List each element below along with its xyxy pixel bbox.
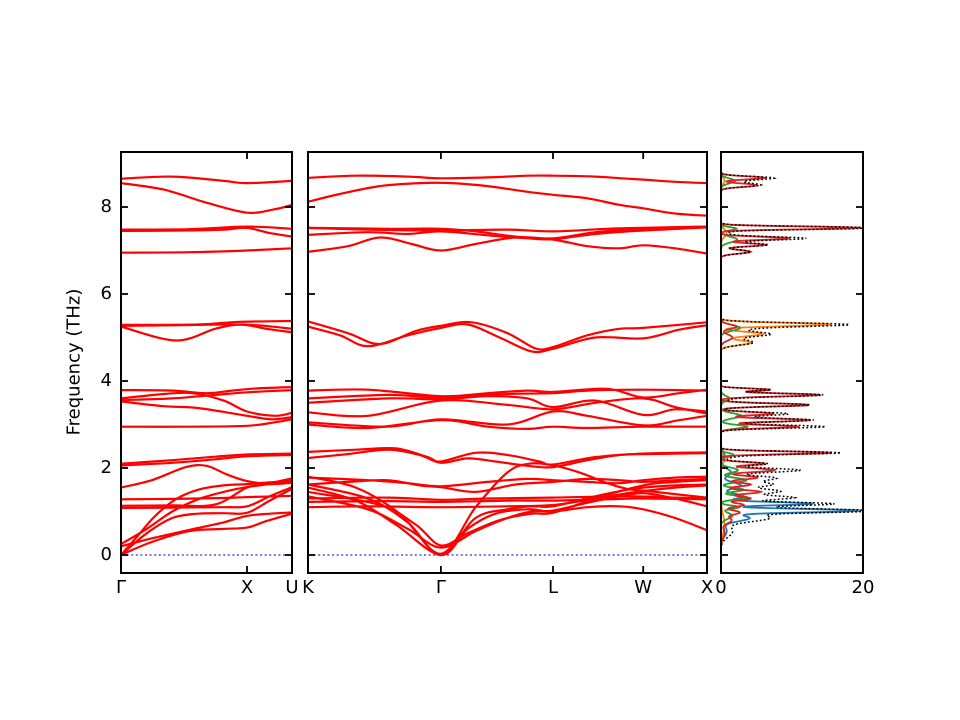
y-tick-label: 4	[100, 370, 112, 391]
y-tick-label: 2	[100, 457, 112, 478]
x-tick-label: X	[700, 577, 714, 598]
x-tick-label: W	[634, 577, 653, 598]
y-tick-label: 0	[100, 544, 112, 565]
y-tick-label: 8	[100, 196, 112, 217]
band-panel-gamma-x-u-frame	[120, 151, 293, 574]
band-panel-k-gamma-l-w-x-bands	[308, 174, 707, 557]
band-panel-k-gamma-l-w-x-frame	[307, 151, 708, 574]
x-tick-label: Γ	[435, 577, 446, 598]
total-dos-curve	[721, 152, 863, 573]
band-panel-gamma-x-u-bands	[121, 175, 292, 557]
dos-curves	[721, 152, 863, 573]
dos-tick-label: 0	[715, 577, 727, 598]
x-tick-label: Γ	[115, 577, 127, 598]
y-tick-label: 6	[100, 283, 112, 304]
x-tick-label: K	[302, 577, 314, 598]
dos-panel-frame	[720, 151, 864, 574]
pdos-blue-curve	[721, 152, 862, 573]
x-tick-label: U	[285, 577, 299, 598]
dos-tick-label: 20	[851, 577, 875, 598]
y-axis-label: Frequency (THz)	[63, 288, 85, 436]
x-tick-label: L	[547, 577, 558, 598]
x-tick-label: X	[240, 577, 254, 598]
